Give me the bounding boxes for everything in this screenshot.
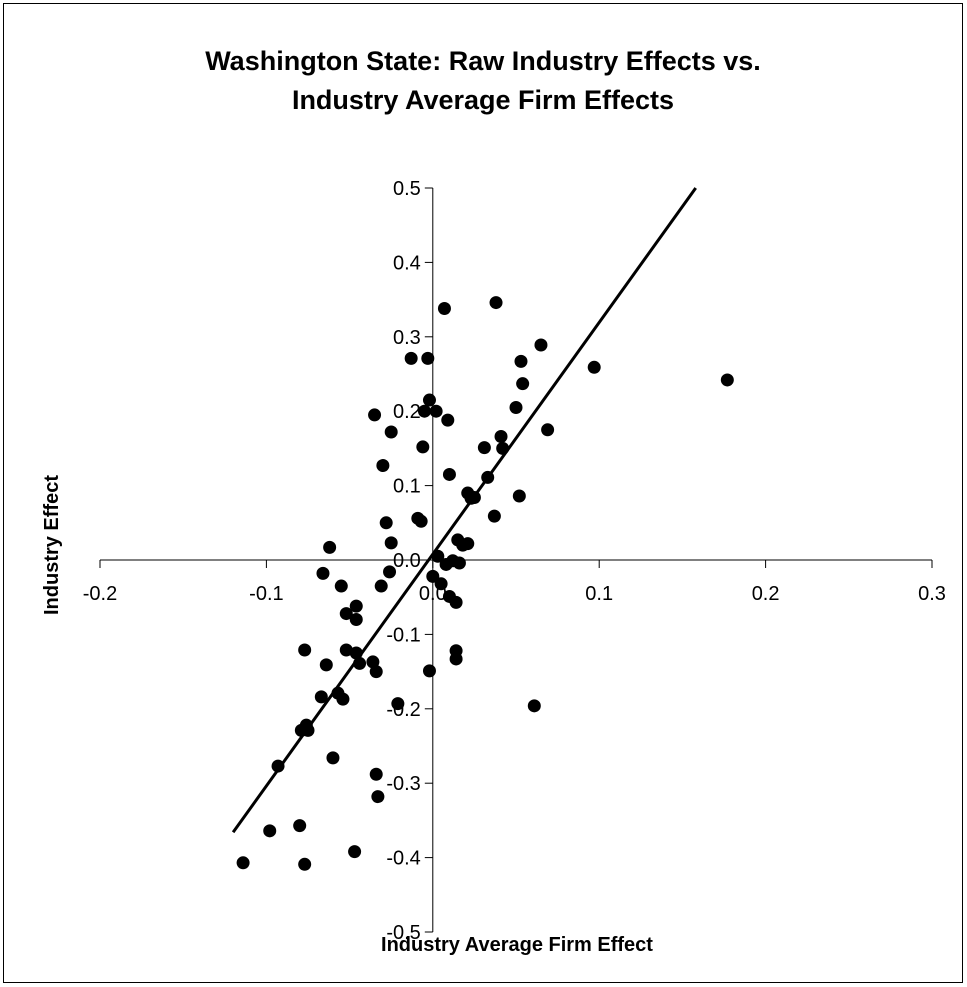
data-point <box>298 643 312 657</box>
data-point <box>316 566 330 580</box>
y-tick-label: 0.1 <box>393 476 421 498</box>
data-point <box>534 338 548 352</box>
data-point <box>293 819 307 833</box>
data-point <box>414 514 428 528</box>
data-point <box>368 408 382 422</box>
data-point <box>489 296 503 310</box>
y-tick-label: 0.0 <box>393 550 421 572</box>
data-point <box>541 423 555 437</box>
y-tick-label: 0.5 <box>393 178 421 200</box>
data-point <box>384 536 398 550</box>
data-point <box>434 577 448 591</box>
data-point <box>512 489 526 503</box>
y-tick-label: 0.4 <box>393 252 421 274</box>
data-point <box>336 692 350 706</box>
data-point <box>349 613 363 627</box>
y-tick-label: -0.5 <box>386 922 420 944</box>
data-point <box>422 664 436 678</box>
data-point <box>509 400 523 414</box>
x-tick-label: -0.1 <box>249 583 283 605</box>
data-point <box>339 643 353 657</box>
data-point <box>298 857 312 871</box>
x-tick-label: 0.2 <box>752 583 780 605</box>
data-point <box>334 579 348 593</box>
data-point <box>349 599 363 613</box>
data-point <box>326 751 340 765</box>
data-point <box>369 665 383 679</box>
data-point <box>527 699 541 713</box>
data-point <box>587 360 601 374</box>
data-point <box>452 556 466 570</box>
data-point <box>416 440 430 454</box>
data-point <box>417 404 431 418</box>
data-point <box>449 652 463 666</box>
data-point <box>487 509 501 523</box>
data-points <box>236 296 734 871</box>
data-point <box>442 467 456 481</box>
data-point <box>494 429 508 443</box>
data-point <box>339 607 353 621</box>
y-tick-label: 0.3 <box>393 327 421 349</box>
fit-line <box>231 187 697 834</box>
data-point <box>384 425 398 439</box>
y-tick-labels: -0.5-0.4-0.3-0.2-0.10.00.10.20.30.40.5 <box>386 178 420 944</box>
y-axis-title: Industry Effect <box>41 475 63 615</box>
y-tick-label: -0.3 <box>386 773 420 795</box>
x-tick-label: 0.1 <box>585 583 613 605</box>
data-point <box>441 413 455 427</box>
data-point <box>374 579 388 593</box>
data-point <box>371 790 385 804</box>
chart-title-line-2: Industry Average Firm Effects <box>292 85 674 115</box>
y-tick-label: -0.4 <box>386 848 420 870</box>
data-point <box>426 569 440 583</box>
data-point <box>319 658 333 672</box>
fit-line-group <box>231 187 697 834</box>
data-point <box>720 373 734 387</box>
data-point <box>404 351 418 365</box>
data-point <box>437 302 451 316</box>
data-point <box>514 354 528 368</box>
x-tick-labels: -0.2 -0.1 0.0 0.1 0.2 0.3 <box>83 583 946 605</box>
chart-frame <box>3 3 963 983</box>
data-point <box>236 856 250 870</box>
data-point <box>391 697 405 711</box>
data-point <box>461 537 475 551</box>
data-point <box>314 690 328 704</box>
data-point <box>376 459 390 473</box>
axes <box>99 187 933 933</box>
data-point <box>323 540 337 554</box>
x-tick-label: -0.2 <box>83 583 117 605</box>
data-point <box>449 595 463 609</box>
data-point <box>263 824 277 838</box>
chart-title-line-1: Washington State: Raw Industry Effects v… <box>205 46 761 76</box>
data-point <box>421 351 435 365</box>
data-point <box>379 516 393 530</box>
data-point <box>429 404 443 418</box>
x-axis-title: Industry Average Firm Effect <box>381 934 653 956</box>
y-tick-label: -0.1 <box>386 624 420 646</box>
data-point <box>422 393 436 407</box>
data-point <box>369 767 383 781</box>
x-tick-label: 0.3 <box>918 583 946 605</box>
y-tick-label: 0.2 <box>393 401 421 423</box>
data-point <box>383 565 397 579</box>
data-point <box>477 441 491 455</box>
data-point <box>516 377 530 391</box>
data-point <box>348 845 362 859</box>
